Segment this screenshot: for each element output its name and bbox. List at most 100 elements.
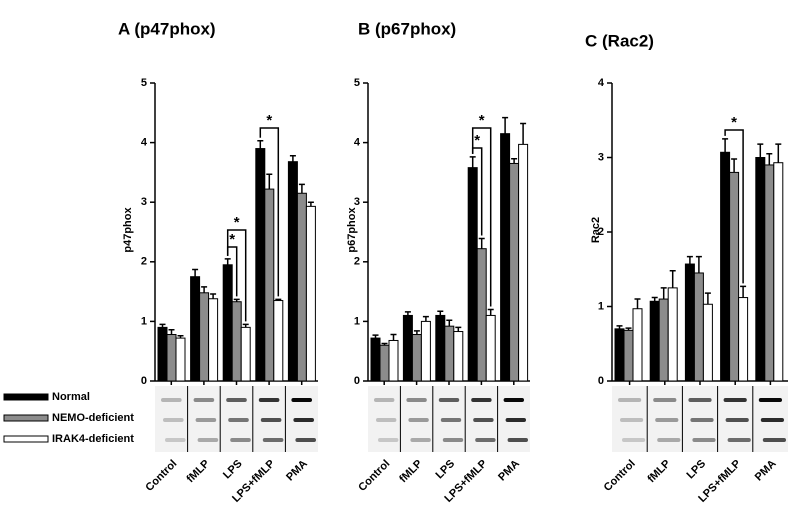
bar <box>435 314 446 382</box>
y-axis-label: p47phox <box>122 207 134 253</box>
blot-band <box>505 418 526 422</box>
error-bar <box>775 143 782 163</box>
blot-band <box>163 418 184 422</box>
bar <box>649 300 660 382</box>
blot-band <box>723 398 747 402</box>
bar <box>305 205 316 382</box>
bar <box>199 292 210 382</box>
x-tick-label: PMA <box>284 458 310 484</box>
error-bar <box>757 143 764 158</box>
y-tick-label: 3 <box>354 196 360 208</box>
significance-star: * <box>731 114 737 131</box>
bar <box>684 263 695 382</box>
significance-bracket <box>471 127 492 307</box>
y-tick-label: 2 <box>354 256 360 268</box>
significance-bracket <box>259 127 280 297</box>
bar <box>467 167 478 382</box>
blot-band <box>295 438 316 442</box>
blot-band <box>260 418 282 422</box>
significance-bracket <box>724 129 744 284</box>
bar <box>444 325 455 382</box>
error-bar <box>660 287 667 300</box>
bar <box>693 272 704 382</box>
bar <box>411 334 422 382</box>
y-tick-label: 0 <box>598 375 604 387</box>
x-tick-label: Control <box>356 458 392 494</box>
blot-band <box>758 398 782 402</box>
legend-label: Normal <box>52 391 90 403</box>
bar <box>614 328 625 382</box>
blot-band <box>473 418 494 422</box>
bar <box>500 133 511 382</box>
x-tick-label: PMA <box>496 458 522 484</box>
blot-band <box>655 418 679 422</box>
y-tick-label: 1 <box>598 300 604 312</box>
error-bar <box>159 323 166 328</box>
error-bar <box>192 268 199 277</box>
bar <box>287 161 298 382</box>
blot-band <box>507 438 528 442</box>
error-bar <box>210 293 217 299</box>
bar <box>402 314 413 382</box>
y-tick-label: 5 <box>141 77 147 89</box>
bar <box>240 326 251 382</box>
blot-band <box>725 418 749 422</box>
error-bar <box>634 298 641 309</box>
error-bar <box>381 342 388 346</box>
error-bar <box>446 319 453 327</box>
x-tick-label: fMLP <box>185 458 212 485</box>
x-tick-label: LPS <box>221 458 245 482</box>
x-tick-label: LPS <box>434 458 458 482</box>
bar <box>157 326 168 382</box>
error-bar <box>722 138 729 153</box>
error-bar <box>177 334 184 339</box>
blot-band <box>622 438 646 442</box>
error-bar <box>266 173 273 190</box>
blot-band <box>378 438 399 442</box>
chart-title: C (Rac2) <box>585 31 654 50</box>
y-tick-label: 4 <box>354 137 361 149</box>
error-bar <box>766 153 773 165</box>
x-tick-label: fMLP <box>645 458 672 485</box>
legend-swatch <box>3 435 49 443</box>
blot-band <box>760 418 784 422</box>
y-axis-label: p67phox <box>346 207 358 253</box>
bar <box>632 308 643 382</box>
blot-band <box>293 418 314 422</box>
bar <box>420 320 431 382</box>
error-bar <box>437 310 444 316</box>
bar <box>273 300 284 382</box>
y-tick-label: 2 <box>141 256 147 268</box>
bar <box>729 171 740 382</box>
error-bar <box>257 140 264 149</box>
error-bar <box>307 201 314 207</box>
error-bar <box>275 298 282 301</box>
error-bar <box>224 258 231 265</box>
error-bar <box>242 323 249 328</box>
blot-band <box>195 418 217 422</box>
significance-star: * <box>234 214 240 231</box>
bar <box>518 143 529 382</box>
error-bar <box>390 333 397 341</box>
blot-band <box>688 398 712 402</box>
bar <box>231 301 242 382</box>
bar <box>453 331 464 382</box>
error-bar <box>686 255 693 265</box>
blot-band <box>291 398 312 402</box>
blot-band <box>762 438 786 442</box>
error-bar <box>651 296 658 302</box>
bar <box>370 337 381 382</box>
error-bar <box>478 237 485 249</box>
x-tick-label: PMA <box>753 458 779 484</box>
blot-band <box>258 398 280 402</box>
bar <box>485 314 496 382</box>
error-bar <box>298 183 305 194</box>
error-bar <box>233 298 240 302</box>
chart-title: B (p67phox) <box>358 19 456 38</box>
legend-swatch <box>3 414 49 422</box>
blot-band <box>475 438 496 442</box>
y-tick-label: 0 <box>141 375 147 387</box>
significance-bracket <box>226 229 247 322</box>
blot-band <box>230 438 251 442</box>
